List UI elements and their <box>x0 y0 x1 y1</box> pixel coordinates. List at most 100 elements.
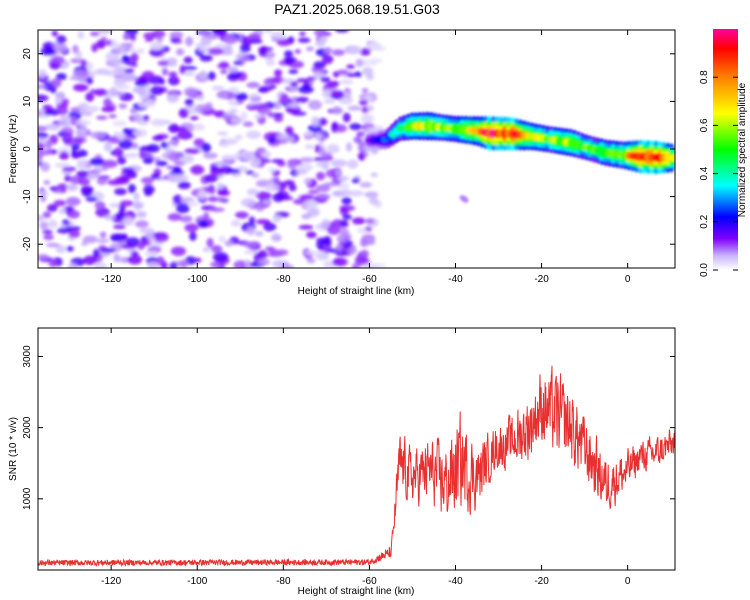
noise-blob <box>190 115 199 121</box>
noise-blob <box>144 84 151 92</box>
noise-blob <box>147 261 160 268</box>
noise-blob <box>161 67 169 76</box>
noise-blob <box>223 34 238 45</box>
snr-x-label: Height of straight line (km) <box>298 586 415 597</box>
noise-blob <box>85 92 95 102</box>
noise-blob <box>255 219 271 225</box>
noise-blob <box>288 183 297 192</box>
noise-blob <box>287 108 294 114</box>
noise-blob <box>290 81 299 87</box>
noise-blob <box>76 159 90 170</box>
noise-blob <box>316 193 331 200</box>
noise-blob <box>240 151 256 161</box>
noise-blob <box>354 71 363 78</box>
noise-blob <box>284 50 294 58</box>
x-tick-label-3: -60 <box>362 274 377 285</box>
noise-blob <box>150 173 161 180</box>
noise-blob <box>42 229 53 234</box>
snr-y-ticks: 1000 2000 3000 <box>22 345 675 510</box>
colorbar-tick-label-2: 0.4 <box>699 166 710 180</box>
noise-blob <box>114 44 131 54</box>
noise-blob <box>298 224 314 230</box>
noise-blob <box>243 241 258 249</box>
noise-blob <box>167 151 182 162</box>
noise-blob <box>39 221 49 230</box>
noise-blob <box>294 49 301 54</box>
noise-blob <box>152 135 164 141</box>
noise-blob <box>38 125 48 132</box>
noise-blob <box>199 70 208 80</box>
noise-blob <box>67 263 78 268</box>
noise-blob <box>365 61 378 66</box>
noise-blob <box>136 211 147 218</box>
noise-blob <box>200 30 208 38</box>
noise-blob <box>324 88 332 97</box>
noise-blob <box>122 127 131 135</box>
noise-blob <box>104 214 115 221</box>
noise-blob <box>226 168 241 174</box>
noise-blob <box>86 76 94 85</box>
noise-blob <box>114 176 130 185</box>
noise-blob <box>208 185 216 195</box>
noise-blob <box>195 42 206 49</box>
noise-blob <box>198 46 205 52</box>
colorbar-tick-label-3: 0.6 <box>699 118 710 132</box>
noise-blob <box>179 154 195 164</box>
noise-blob <box>56 35 67 45</box>
colorbar-tick-label-0: 0.0 <box>699 263 710 277</box>
noise-blob <box>340 219 348 227</box>
noise-blob <box>322 54 334 65</box>
noise-blob <box>185 36 194 47</box>
noise-blob <box>124 68 135 74</box>
noise-blob <box>326 248 340 253</box>
noise-blob <box>149 41 164 51</box>
colorbar-tick-label-1: 0.2 <box>699 214 710 228</box>
snr-plot-area <box>38 328 675 570</box>
noise-blob <box>38 152 43 162</box>
noise-blob <box>264 30 273 34</box>
noise-blob <box>48 260 57 268</box>
noise-blob <box>341 196 352 205</box>
noise-blob <box>177 181 191 190</box>
noise-blob <box>361 106 368 114</box>
noise-blob <box>331 121 339 131</box>
noise-blob <box>334 169 343 176</box>
noise-blob <box>58 119 73 127</box>
noise-blob <box>197 189 207 200</box>
noise-blob <box>295 96 309 103</box>
noise-blob <box>314 132 322 140</box>
noise-blob <box>283 179 295 186</box>
noise-blob <box>184 223 199 233</box>
noise-blob <box>57 183 68 190</box>
colorbar-tick-label-4: 0.8 <box>699 70 710 84</box>
noise-blob <box>179 259 188 268</box>
noise-blob <box>83 255 98 266</box>
noise-blob <box>175 48 185 56</box>
noise-blob <box>58 208 67 215</box>
snr-series-line <box>38 365 675 568</box>
x-tick-label-4: -40 <box>448 274 463 285</box>
noise-blob <box>43 180 51 185</box>
colorbar-label: Normalized spectral amplitude <box>737 82 748 217</box>
noise-blob <box>144 251 159 257</box>
noise-blob <box>321 160 329 170</box>
noise-blob <box>133 192 140 201</box>
noise-blob <box>179 215 193 223</box>
noise-blob <box>319 35 329 43</box>
noise-blob <box>65 196 81 207</box>
x-tick-label-2: -80 <box>276 274 291 285</box>
noise-blob <box>211 85 225 91</box>
noise-blob <box>170 246 186 256</box>
y-tick-label-1: 2000 <box>22 416 33 439</box>
noise-blob <box>304 144 315 149</box>
noise-blob <box>246 226 256 236</box>
noise-blob <box>308 99 323 110</box>
noise-blob <box>332 105 342 115</box>
noise-blob <box>118 139 133 150</box>
noise-blob <box>214 161 229 166</box>
noise-blob <box>195 95 205 101</box>
noise-blob <box>287 160 297 170</box>
noise-blob <box>257 47 274 52</box>
noise-blob <box>117 210 126 221</box>
noise-blob <box>82 235 98 244</box>
